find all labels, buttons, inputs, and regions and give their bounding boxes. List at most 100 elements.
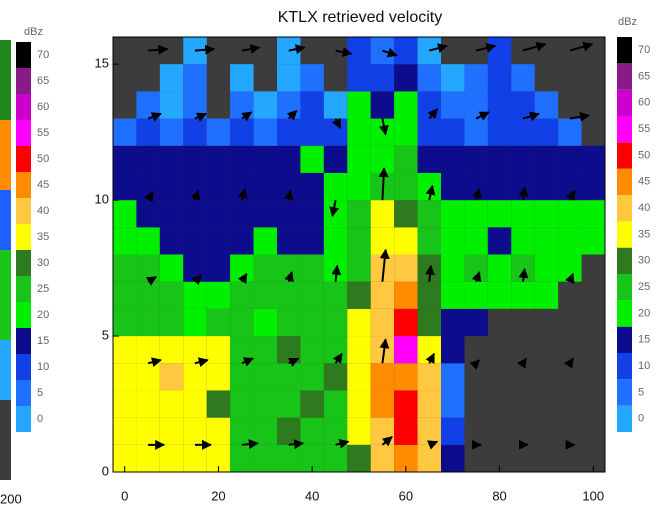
heatmap-cell xyxy=(300,363,323,390)
heatmap-cell xyxy=(230,418,253,445)
heatmap-cell xyxy=(441,91,464,118)
heatmap-cell xyxy=(535,255,558,282)
left-colorbar-tick-label: 30 xyxy=(37,257,49,269)
left-colorbar-swatch xyxy=(16,276,31,302)
heatmap-cell xyxy=(136,309,159,336)
heatmap-cell xyxy=(558,200,581,227)
heatmap-cell xyxy=(464,200,487,227)
heatmap-cell xyxy=(558,119,581,146)
heatmap-cell xyxy=(277,363,300,390)
heatmap-cell xyxy=(441,336,464,363)
heatmap-cell xyxy=(160,363,183,390)
heatmap-cell xyxy=(441,119,464,146)
heatmap-cell xyxy=(347,146,370,173)
heatmap-cell xyxy=(277,255,300,282)
heatmap-cell xyxy=(207,255,230,282)
left-colorbar-swatch xyxy=(16,172,31,198)
heatmap-cell xyxy=(324,227,347,254)
heatmap-cell xyxy=(535,173,558,200)
heatmap-cell xyxy=(207,418,230,445)
heatmap-cell xyxy=(160,309,183,336)
heatmap-cell xyxy=(371,91,394,118)
heatmap-cell xyxy=(441,64,464,91)
heatmap-cell xyxy=(371,227,394,254)
heatmap-cell xyxy=(535,146,558,173)
heatmap-cell xyxy=(558,227,581,254)
heatmap-cell xyxy=(558,173,581,200)
heatmap-cell xyxy=(511,91,534,118)
chart-title: KTLX retrieved velocity xyxy=(278,9,443,26)
heatmap-cell xyxy=(441,309,464,336)
y-tick-label: 10 xyxy=(95,192,109,207)
heatmap-cell xyxy=(488,200,511,227)
colorbar-tick-label: 20 xyxy=(638,307,650,319)
heatmap-cell xyxy=(136,200,159,227)
heatmap-cell xyxy=(207,146,230,173)
heatmap-cell xyxy=(183,282,206,309)
colorbar-tick-label: 70 xyxy=(638,44,650,56)
heatmap-cell xyxy=(254,336,277,363)
heatmap-cell xyxy=(113,390,136,417)
colorbar-swatch xyxy=(617,116,632,142)
left-colorbar-tick-label: 5 xyxy=(37,387,43,399)
colorbar-swatch xyxy=(617,63,632,89)
colorbar-tick-label: 5 xyxy=(638,386,644,398)
heatmap-cell xyxy=(230,146,253,173)
heatmap-cell xyxy=(347,390,370,417)
heatmap-cell xyxy=(136,418,159,445)
heatmap-cell xyxy=(113,363,136,390)
heatmap-cell xyxy=(113,282,136,309)
left-colorbar-tick-label: 35 xyxy=(37,231,49,243)
heatmap-cell xyxy=(136,146,159,173)
heatmap-cell xyxy=(488,91,511,118)
colorbar-tick-label: 50 xyxy=(638,149,650,161)
heatmap-cell xyxy=(535,227,558,254)
heatmap-cell xyxy=(160,445,183,472)
heatmap-cell xyxy=(394,119,417,146)
left-colorbar-tick-label: 70 xyxy=(37,49,49,61)
heatmap-cell xyxy=(207,309,230,336)
x-tick-label: 0 xyxy=(121,488,128,503)
heatmap-cell xyxy=(394,173,417,200)
heatmap-cell xyxy=(183,418,206,445)
heatmap-cell xyxy=(183,146,206,173)
colorbar-tick-label: 25 xyxy=(638,281,650,293)
heatmap-cell xyxy=(254,363,277,390)
heatmap-cell xyxy=(230,200,253,227)
heatmap-cell xyxy=(300,64,323,91)
heatmap-cell xyxy=(418,282,441,309)
heatmap-cell xyxy=(418,309,441,336)
heatmap-cell xyxy=(277,227,300,254)
heatmap-cell xyxy=(207,390,230,417)
heatmap-cell xyxy=(207,200,230,227)
colorbar-swatch xyxy=(617,327,632,353)
heatmap-cell xyxy=(394,200,417,227)
heatmap-cell xyxy=(230,227,253,254)
colorbar-tick-label: 35 xyxy=(638,228,650,240)
colorbar-tick-label: 55 xyxy=(638,123,650,135)
heatmap-cell xyxy=(418,227,441,254)
heatmap-cell xyxy=(511,64,534,91)
heatmap-cell xyxy=(230,282,253,309)
heatmap-cell xyxy=(394,309,417,336)
left-colorbar-tick-label: 0 xyxy=(37,413,43,425)
heatmap-cell xyxy=(394,37,417,64)
heatmap-cell xyxy=(511,119,534,146)
left-colorbar-swatch xyxy=(16,198,31,224)
heatmap-cell xyxy=(300,200,323,227)
left-x-tick-label: 200 xyxy=(0,491,22,506)
heatmap-cell xyxy=(300,282,323,309)
heatmap-cell xyxy=(254,200,277,227)
heatmap-cell xyxy=(136,390,159,417)
heatmap-cell xyxy=(277,200,300,227)
heatmap-cell xyxy=(441,200,464,227)
heatmap-cell xyxy=(160,200,183,227)
heatmap-cell xyxy=(441,255,464,282)
heatmap-cell xyxy=(254,146,277,173)
heatmap-cell xyxy=(582,146,605,173)
heatmap-cell xyxy=(464,227,487,254)
colorbar-tick-label: 40 xyxy=(638,202,650,214)
heatmap-cell xyxy=(113,200,136,227)
heatmap-cell xyxy=(464,173,487,200)
heatmap-cell xyxy=(582,227,605,254)
